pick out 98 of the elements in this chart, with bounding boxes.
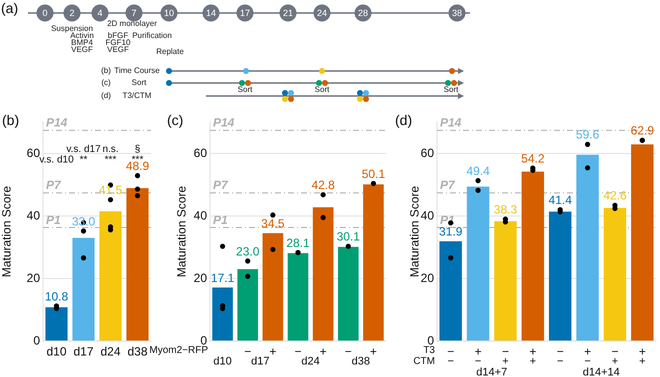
text: Replate xyxy=(156,47,184,56)
text: Purification xyxy=(132,31,172,40)
data-label: 42.8 xyxy=(311,178,336,192)
data-label: 42.6 xyxy=(603,188,627,203)
text: d14+7 xyxy=(476,366,508,377)
ref-line-label: P14 xyxy=(440,116,462,130)
data-label: 31.9 xyxy=(439,224,463,239)
ref-line-label: P14 xyxy=(46,116,68,130)
data-label: 38.3 xyxy=(494,202,518,216)
text: Activin xyxy=(70,31,94,40)
text: (d) xyxy=(101,91,111,100)
x-tick-label: − xyxy=(294,344,302,359)
y-axis-title: Maturation Score xyxy=(408,186,422,278)
text: d38 xyxy=(352,356,370,368)
text: 24 xyxy=(316,8,328,18)
y-axis-title: Maturation Score xyxy=(174,186,189,278)
annotation: *** xyxy=(104,154,116,166)
annotation: v.s. d10 xyxy=(39,154,74,166)
data-label: 10.8 xyxy=(44,289,68,304)
text: 0 xyxy=(42,8,48,18)
text: FGF10 xyxy=(106,38,130,47)
data-label: 62.9 xyxy=(630,124,654,138)
x-tick-label: + xyxy=(320,344,327,359)
x-tick-label: d24 xyxy=(100,344,121,359)
text: 28 xyxy=(358,8,368,18)
text: VEGF xyxy=(107,45,129,54)
y-tick-label: 60 xyxy=(194,146,208,160)
annotation: § xyxy=(134,144,140,155)
text: 2 xyxy=(69,8,75,18)
text: 2D monolayer xyxy=(107,19,157,28)
data-label: 54.2 xyxy=(521,151,545,166)
text: 38 xyxy=(452,8,462,18)
annotation: v.s. d17 xyxy=(66,144,102,155)
data-label: 17.1 xyxy=(210,270,235,285)
text: Myom2−RFP xyxy=(149,345,208,356)
ref-line-label: P14 xyxy=(213,116,235,130)
text: d24 xyxy=(301,356,320,368)
data-label: 50.1 xyxy=(362,166,386,181)
y-tick-label: 20 xyxy=(26,270,40,285)
y-axis-title: Maturation Score xyxy=(0,186,14,278)
data-label: 28.1 xyxy=(286,236,310,250)
text: Suspension xyxy=(51,24,93,33)
x-tick-label: d38 xyxy=(127,344,148,359)
text: 7 xyxy=(131,8,137,18)
text: VEGF xyxy=(71,45,93,54)
data-label: 41.5 xyxy=(98,183,122,198)
y-tick-label: 20 xyxy=(420,270,434,285)
text: 10 xyxy=(164,8,174,18)
annotation: n.s. xyxy=(102,144,119,155)
ref-line-label: P7 xyxy=(46,178,62,192)
y-tick-label: 40 xyxy=(26,208,40,222)
text: 14 xyxy=(206,8,216,18)
text: d10 xyxy=(213,356,232,368)
y-tick-label: 60 xyxy=(26,146,40,160)
y-tick-label: 40 xyxy=(194,208,208,222)
x-tick-label: − xyxy=(244,344,252,359)
ref-line-label: P7 xyxy=(213,178,230,192)
text: d14+14 xyxy=(582,366,620,377)
x-tick-label: + xyxy=(269,344,276,359)
y-tick-label: 0 xyxy=(200,333,208,348)
y-tick-label: 20 xyxy=(194,270,208,285)
text: 21 xyxy=(282,8,294,18)
text: (a) xyxy=(1,0,18,16)
data-label: 30.1 xyxy=(336,230,360,244)
ref-line-label: P1 xyxy=(213,212,228,227)
y-tick-label: 0 xyxy=(427,333,434,348)
text: (c) xyxy=(101,78,111,87)
chart-title: (c) xyxy=(167,112,184,128)
text: CTM xyxy=(413,356,435,367)
data-label: 41.4 xyxy=(548,193,572,208)
text: 4 xyxy=(97,8,103,18)
text: 17 xyxy=(240,8,250,18)
data-label: 33.0 xyxy=(72,214,96,228)
text: BMP4 xyxy=(71,38,93,47)
x-tick-label: d17 xyxy=(73,344,94,359)
x-tick-label: d10 xyxy=(46,344,67,359)
text: T3 xyxy=(423,345,435,356)
x-tick-label: − xyxy=(344,344,352,359)
annotation: ** xyxy=(80,154,88,166)
data-label: 49.4 xyxy=(466,164,490,178)
ref-line-label: P1 xyxy=(46,212,62,227)
text: T3/CTM xyxy=(122,91,152,100)
text: d17 xyxy=(251,356,270,368)
chart-title: (d) xyxy=(395,112,412,128)
data-label: 59.6 xyxy=(576,128,600,142)
chart-title: (b) xyxy=(2,112,20,128)
y-tick-label: 0 xyxy=(33,333,40,348)
text: Time Course xyxy=(114,66,160,75)
data-label: 34.5 xyxy=(261,216,285,230)
ref-line-label: P7 xyxy=(440,178,456,192)
text: Sort xyxy=(132,78,146,87)
text: (b) xyxy=(101,66,111,75)
data-label: 48.9 xyxy=(126,158,150,173)
text: bFGF xyxy=(108,31,128,40)
x-tick-label: + xyxy=(370,344,377,359)
data-label: 23.0 xyxy=(236,244,260,258)
y-tick-label: 40 xyxy=(420,208,434,222)
y-tick-label: 60 xyxy=(420,146,434,160)
